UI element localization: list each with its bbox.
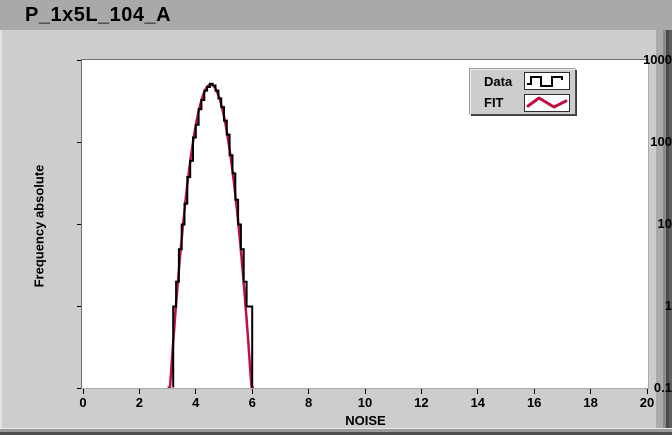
step-icon xyxy=(527,75,563,87)
x-axis-tick-mark xyxy=(420,389,422,394)
zigzag-icon xyxy=(526,96,568,109)
x-axis-tick-label: 14 xyxy=(470,395,486,410)
window-border-bottom xyxy=(0,428,672,435)
x-axis-tick-label: 6 xyxy=(248,395,256,410)
x-axis-tick-mark xyxy=(195,389,197,394)
legend-glyph-box xyxy=(524,93,570,112)
y-axis-tick-label: 1 xyxy=(664,298,672,313)
legend-item-data[interactable]: Data xyxy=(471,71,575,91)
y-axis-tick-mark xyxy=(77,60,81,61)
y-axis-tick-mark xyxy=(77,224,81,225)
x-axis-tick-label: 0 xyxy=(79,395,87,410)
y-axis-tick-label: 100 xyxy=(650,134,672,149)
x-axis-tick-mark xyxy=(308,389,310,394)
x-axis-tick-mark xyxy=(364,389,366,394)
titlebar: P_1x5L_104_A xyxy=(0,0,672,30)
y-axis-label: Frequency absolute xyxy=(31,164,47,288)
y-axis-tick-mark xyxy=(77,388,81,389)
x-axis-tick-label: 18 xyxy=(583,395,598,410)
x-axis-tick-mark xyxy=(251,389,253,394)
x-axis-tick-mark xyxy=(590,389,592,394)
panel-left-highlight xyxy=(0,30,2,428)
x-axis-tick-label: 12 xyxy=(414,395,429,410)
x-axis-tick-label: 2 xyxy=(135,395,143,410)
y-axis-tick-label: 10 xyxy=(657,216,672,231)
plot-area xyxy=(166,82,255,388)
y-axis-tick-mark xyxy=(77,142,81,143)
y-axis-tick-mark xyxy=(77,306,81,307)
legend-item-fit[interactable]: FIT xyxy=(471,93,575,113)
x-axis-tick-label: 16 xyxy=(526,395,542,410)
x-axis-tick-label: 10 xyxy=(357,395,373,410)
y-axis-tick-label: 1000 xyxy=(643,52,672,67)
page-title: P_1x5L_104_A xyxy=(25,3,172,26)
legend-glyph-box xyxy=(524,72,570,91)
legend: Data FIT xyxy=(470,69,576,115)
x-axis-tick-mark xyxy=(477,389,479,394)
y-axis-tick-label: 0.1 xyxy=(653,380,672,395)
x-axis-tick-mark xyxy=(533,389,535,394)
x-axis-tick-label: 20 xyxy=(639,395,655,410)
x-axis-tick-label: 8 xyxy=(304,395,313,410)
x-axis-tick-mark xyxy=(646,389,648,394)
x-axis-label: NOISE xyxy=(345,413,386,428)
legend-item-label: FIT xyxy=(484,95,504,111)
x-axis-tick-label: 4 xyxy=(192,395,200,410)
data-series-path xyxy=(172,82,254,388)
x-axis-tick-mark xyxy=(82,389,84,394)
window-border-right xyxy=(656,30,672,435)
x-axis-tick-mark xyxy=(138,389,140,394)
legend-item-label: Data xyxy=(484,73,513,89)
